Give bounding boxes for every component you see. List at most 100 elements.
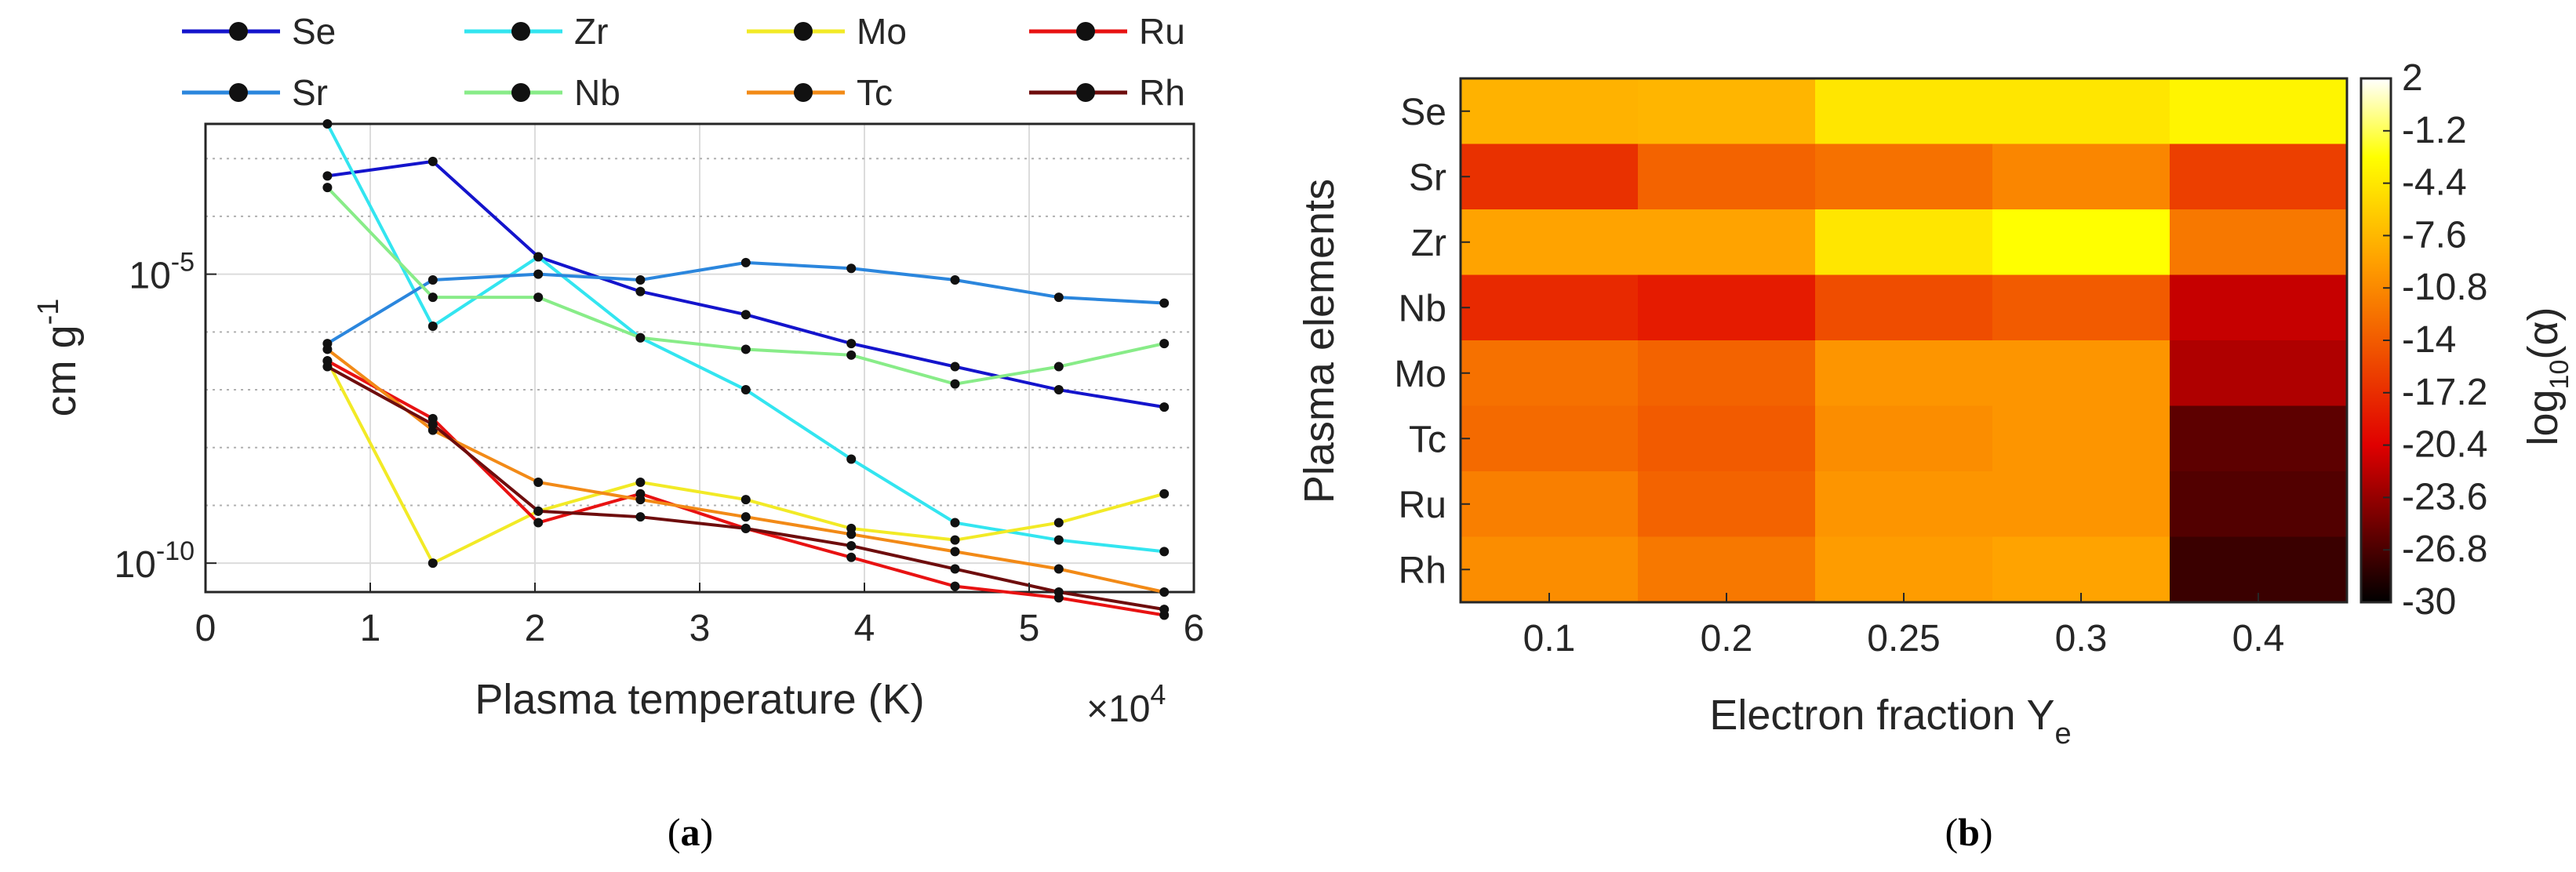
data-point [740, 310, 751, 320]
heatmap-cell [1992, 274, 2170, 341]
x-tick-label: 1 [360, 608, 381, 649]
panel-b: 0.1 0.2 0.25 0.3 0.4 Se Sr Zr Nb Mo Tc Ru Rh Electr… [1296, 57, 2574, 854]
data-point [322, 171, 333, 181]
heatmap-cell [1815, 78, 1993, 144]
heatmap-cell [1461, 78, 1639, 144]
series-nb [322, 183, 1170, 389]
line-chart-grid [206, 124, 1194, 592]
data-point [950, 547, 960, 557]
heatmap-cell [1461, 340, 1639, 406]
x-tick-label: 5 [1019, 608, 1040, 649]
heatmap-cell [2170, 405, 2348, 472]
series-rh [322, 362, 1170, 615]
legend-marker [1076, 83, 1095, 102]
heatmap-cell [1992, 536, 2170, 603]
heatmap-cell [1815, 405, 1993, 472]
data-point [740, 385, 751, 395]
colorbar-tick-label: -20.4 [2402, 424, 2487, 466]
legend-marker [511, 22, 530, 41]
data-point [1159, 587, 1170, 597]
legend-label: Tc [857, 72, 893, 113]
legend-item-rh: Rh [1029, 72, 1185, 113]
data-point [846, 529, 857, 540]
heatmap-y-tick-label: Se [1400, 92, 1446, 133]
data-point [428, 275, 438, 285]
legend-item-se: Se [182, 11, 336, 52]
heatmap-cell [1461, 471, 1639, 537]
data-point [950, 275, 960, 285]
x-tick-label: 6 [1184, 608, 1205, 649]
legend-marker [229, 22, 248, 41]
heatmap-cell [1638, 209, 1816, 275]
heatmap-cell [1992, 405, 2170, 472]
heatmap-cell [1815, 209, 1993, 275]
heatmap-y-axis-label: Plasma elements [1296, 179, 1343, 503]
data-point [428, 156, 438, 166]
data-point [428, 321, 438, 331]
colorbar-tick-label: -14 [2402, 319, 2456, 361]
heatmap-x-tick-label: 0.3 [2055, 618, 2108, 659]
heatmap-cell [2170, 78, 2348, 144]
heatmap-x-tick-label: 0.1 [1523, 618, 1576, 659]
data-point [322, 344, 333, 354]
heatmap-cell [1461, 209, 1639, 275]
data-point [1159, 547, 1170, 557]
heatmap-y-tick-label: Sr [1409, 157, 1446, 198]
x-tick-label: 0 [195, 608, 216, 649]
heatmap-x-tick-label: 0.4 [2232, 618, 2285, 659]
series-se [322, 156, 1170, 412]
data-point [322, 362, 333, 372]
data-point [533, 518, 544, 528]
heatmap-y-tick-label: Nb [1399, 288, 1446, 329]
legend-label: Ru [1139, 11, 1185, 52]
heatmap-y-tick-labels: Se Sr Zr Nb Mo Tc Ru Rh [1394, 92, 1470, 591]
panel-a: 0 1 2 3 4 5 6 10-5 10-10 Plasma temperature (K)… [32, 11, 1204, 854]
heatmap-cell [1992, 340, 2170, 406]
heatmap-cell [1638, 274, 1816, 341]
legend-item-tc: Tc [747, 72, 893, 113]
data-point [1053, 385, 1064, 395]
data-point [740, 512, 751, 522]
heatmap-cell [1638, 144, 1816, 210]
heatmap-y-tick-label: Tc [1409, 419, 1446, 460]
legend-marker [511, 83, 530, 102]
line-chart-legend: Se Zr Mo Ru Sr Nb Tc Rh [182, 11, 1185, 113]
heatmap-cells [1461, 78, 2348, 603]
data-point [950, 362, 960, 372]
legend-item-nb: Nb [464, 72, 620, 113]
heatmap-cell [2170, 144, 2348, 210]
legend-label: Se [292, 11, 336, 52]
data-point [533, 477, 544, 487]
data-point [846, 552, 857, 562]
data-point [1159, 489, 1170, 499]
data-point [846, 350, 857, 360]
heatmap-cell [1638, 78, 1816, 144]
data-point [635, 275, 646, 285]
series-line-rh [326, 365, 1165, 612]
data-point [1159, 402, 1170, 412]
legend-item-mo: Mo [747, 11, 907, 52]
data-point [1159, 339, 1170, 349]
heatmap-cell [1815, 536, 1993, 603]
data-point [1053, 535, 1064, 545]
colorbar-tick-labels: 2 -1.2 -4.4 -7.6 -10.8 -14 -17.2 -20.4 -23.6 -26.… [2383, 57, 2487, 623]
data-point [740, 495, 751, 505]
legend-marker [229, 83, 248, 102]
series-zr [322, 119, 1170, 557]
data-point [1159, 605, 1170, 615]
data-point [846, 454, 857, 464]
data-point [322, 183, 333, 193]
data-point [950, 564, 960, 574]
data-point [322, 119, 333, 129]
colorbar-tick-label: -10.8 [2402, 267, 2487, 308]
heatmap-cell [1461, 405, 1639, 472]
data-point [1053, 362, 1064, 372]
data-point [635, 286, 646, 296]
colorbar-tick-label: -30 [2402, 581, 2456, 623]
y-axis-label: cm g-1 [32, 299, 85, 417]
data-point [846, 263, 857, 274]
heatmap-cell [2170, 274, 2348, 341]
series-tc [322, 344, 1170, 597]
data-point [1159, 298, 1170, 308]
